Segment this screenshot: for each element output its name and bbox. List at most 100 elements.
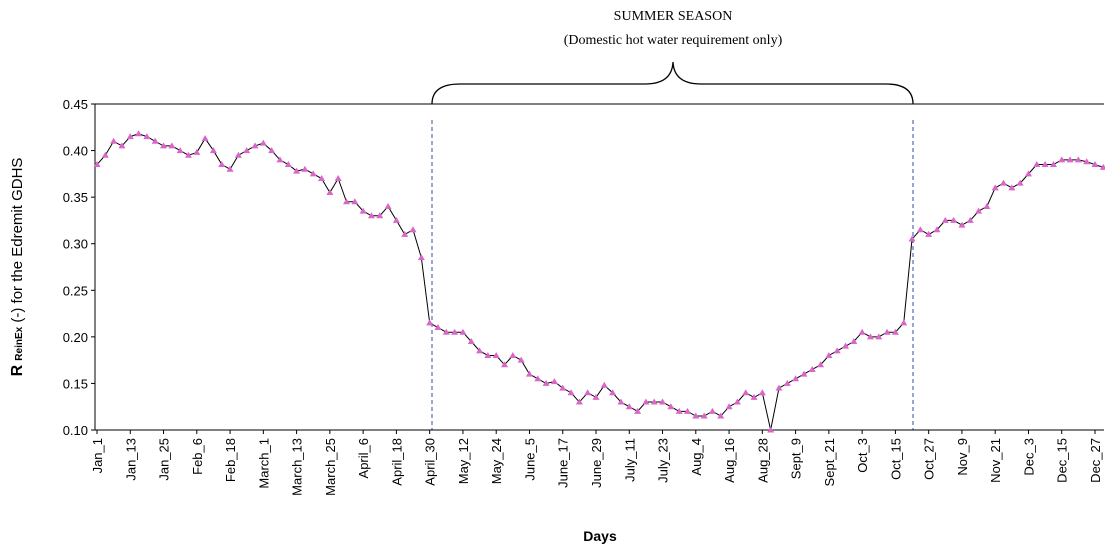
- point-marker: [667, 403, 675, 410]
- point-marker: [575, 398, 583, 405]
- x-tick-label: Nov_21: [988, 438, 1003, 483]
- point-marker: [775, 384, 783, 391]
- point-marker: [808, 365, 816, 372]
- x-tick-label: Oct_27: [922, 438, 937, 480]
- point-marker: [226, 165, 234, 172]
- series-line: [96, 133, 1104, 431]
- x-tick-label: July_23: [656, 438, 671, 483]
- point-marker: [334, 175, 342, 182]
- point-marker: [176, 147, 184, 154]
- point-marker: [833, 347, 841, 354]
- x-tick-label: Oct_15: [888, 438, 903, 480]
- point-marker: [916, 226, 924, 233]
- point-marker: [617, 398, 625, 405]
- point-marker: [501, 361, 509, 368]
- point-marker: [550, 378, 558, 385]
- point-marker: [875, 333, 883, 340]
- y-axis-label: R ReinEx (-) for the Edremit GDHS: [9, 158, 26, 377]
- x-tick-label: June_29: [589, 438, 604, 488]
- point-marker: [209, 147, 217, 154]
- point-marker: [251, 142, 259, 149]
- point-marker: [93, 161, 101, 168]
- y-tick-label: 0.30: [63, 237, 88, 252]
- x-tick-label: Aug_16: [722, 438, 737, 483]
- y-tick-label: 0.20: [63, 330, 88, 345]
- point-marker: [367, 212, 375, 219]
- point-marker: [650, 398, 658, 405]
- point-marker: [442, 328, 450, 335]
- point-marker: [243, 147, 251, 154]
- y-label-sub: ReinEx: [14, 326, 25, 360]
- point-marker: [151, 137, 159, 144]
- point-marker: [168, 142, 176, 149]
- point-marker: [1091, 161, 1099, 168]
- point-marker: [143, 133, 151, 140]
- point-marker: [218, 161, 226, 168]
- point-marker: [850, 338, 858, 345]
- point-marker: [135, 130, 143, 137]
- point-marker: [376, 212, 384, 219]
- point-marker: [1041, 161, 1049, 168]
- x-tick-label: Sept_21: [822, 438, 837, 486]
- point-marker: [858, 328, 866, 335]
- point-marker: [467, 338, 475, 345]
- point-marker: [758, 389, 766, 396]
- point-marker: [509, 351, 517, 358]
- x-axis-label: Days: [583, 528, 617, 544]
- point-marker: [767, 426, 775, 433]
- point-marker: [600, 381, 608, 388]
- x-tick-label: Nov_9: [955, 438, 970, 476]
- point-marker: [525, 370, 533, 377]
- point-marker: [1008, 184, 1016, 191]
- point-marker: [384, 202, 392, 209]
- point-marker: [700, 412, 708, 419]
- point-marker: [434, 324, 442, 331]
- point-marker: [717, 412, 725, 419]
- point-marker: [966, 216, 974, 223]
- point-marker: [326, 188, 334, 195]
- point-marker: [800, 370, 808, 377]
- y-tick-label: 0.15: [63, 376, 88, 391]
- x-tick-label: Dec_15: [1055, 438, 1070, 483]
- point-marker: [534, 375, 542, 382]
- point-marker: [783, 379, 791, 386]
- point-marker: [401, 230, 409, 237]
- y-tick-label: 0.25: [63, 283, 88, 298]
- point-marker: [284, 161, 292, 168]
- point-marker: [542, 379, 550, 386]
- point-marker: [426, 319, 434, 326]
- point-marker: [417, 254, 425, 261]
- point-marker: [842, 342, 849, 349]
- point-marker: [559, 384, 567, 391]
- point-marker: [351, 198, 359, 205]
- x-tick-label: March_1: [256, 438, 271, 489]
- point-marker: [318, 175, 326, 182]
- point-marker: [991, 184, 999, 191]
- point-marker: [983, 202, 991, 209]
- x-tick-label: Dec_27: [1088, 438, 1103, 483]
- x-tick-label: Oct_3: [855, 438, 870, 473]
- point-marker: [958, 221, 966, 228]
- point-marker: [1066, 156, 1074, 163]
- x-tick-label: April_30: [423, 438, 438, 486]
- point-marker: [733, 398, 741, 405]
- y-tick-label: 0.10: [63, 423, 88, 438]
- point-marker: [950, 216, 958, 223]
- point-marker: [642, 398, 650, 405]
- point-marker: [742, 389, 750, 396]
- x-tick-label: March_13: [290, 438, 305, 496]
- x-tick-label: April_6: [356, 438, 371, 478]
- x-tick-label: Jan_13: [123, 438, 138, 481]
- x-tick-label: June_5: [522, 438, 537, 481]
- x-tick-label: Dec_3: [1021, 438, 1036, 476]
- point-marker: [476, 347, 484, 354]
- annotation-subtitle: (Domestic hot water requirement only): [564, 33, 783, 48]
- point-marker: [492, 351, 500, 358]
- point-marker: [825, 351, 833, 358]
- point-marker: [750, 393, 758, 400]
- point-marker: [160, 142, 168, 149]
- point-marker: [900, 319, 908, 326]
- point-marker: [584, 389, 592, 396]
- point-marker: [1099, 163, 1105, 170]
